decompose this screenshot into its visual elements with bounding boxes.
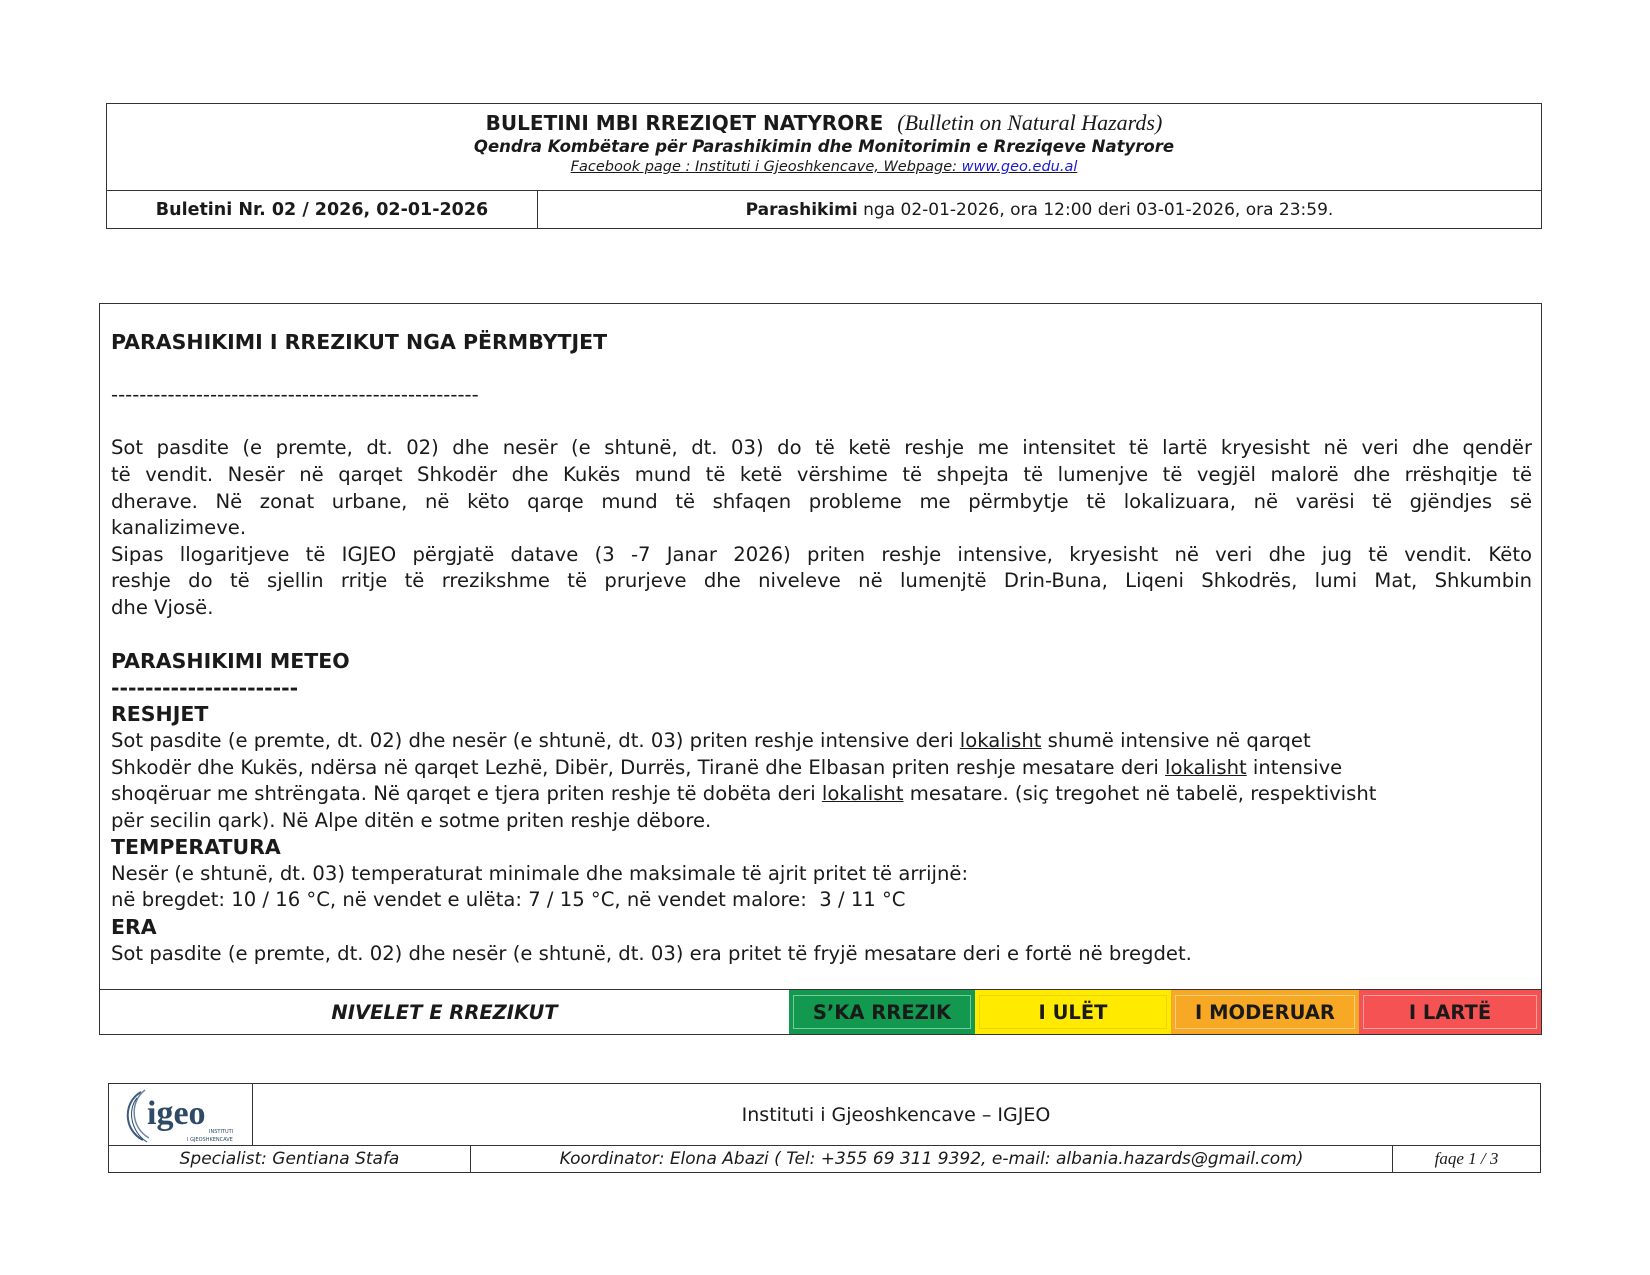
bulletin-subtitle: Qendra Kombëtare për Parashikimin dhe Mo… [473,137,1175,156]
flood-p1-line: të vendit. Nesër në qarqet Shkodër dhe K… [111,462,1532,486]
risk-label: I LARTË [1408,1000,1492,1024]
svg-text:I GJEOSHKENCAVE: I GJEOSHKENCAVE [187,1137,233,1143]
risk-level-high: I LARTË [1359,990,1541,1034]
rain-line: Shkodër dhe Kukës, ndërsa në qarqet Lezh… [111,755,1532,782]
rain-heading: RESHJET [111,702,209,727]
text: shoqëruar me shtrëngata. Në qarqet e tje… [111,782,822,806]
risk-level-low: I ULËT [975,990,1171,1034]
flood-p1-line: Sot pasdite (e premte, dt. 02) dhe nesër… [111,436,1532,460]
underlined-text: lokalisht [821,782,904,806]
risk-label: I ULËT [1038,1000,1108,1024]
specialist: Specialist: Gentiana Stafa [109,1146,471,1172]
bulletin-header: BULETINI MBI RREZIQET NATYRORE (Bulletin … [106,103,1542,229]
forecast-label: Parashikimi [745,199,858,220]
text: mesatare. (siç tregohet në tabelë, respe… [903,782,1377,806]
rain-line: Sot pasdite (e premte, dt. 02) dhe nesër… [111,728,1532,755]
rain-line: për secilin qark). Në Alpe ditën e sotme… [111,808,712,832]
temperature-heading: TEMPERATURA [111,835,281,860]
risk-level-moderate: I MODERUAR [1171,990,1359,1034]
title-en: (Bulletin on Natural Hazards) [897,110,1163,135]
bulletin-title: BULETINI MBI RREZIQET NATYRORE (Bulletin … [107,110,1541,136]
text: Sot pasdite (e premte, dt. 02) dhe nesër… [111,728,960,752]
text: shumë intensive në qarqet [1041,728,1311,752]
wind-line: Sot pasdite (e premte, dt. 02) dhe nesër… [111,941,1192,965]
forecast-box [99,303,1542,1035]
logo: igeo INSTITUTI I GJEOSHKENCAVE [109,1084,253,1145]
risk-divider [99,989,1542,990]
flood-heading: PARASHIKIMI I RREZIKUT NGA PËRMBYTJET [111,330,608,354]
underlined-text: lokalisht [1165,755,1247,779]
igeo-logo-icon: igeo INSTITUTI I GJEOSHKENCAVE [126,1089,233,1143]
flood-p2-line: Sipas llogaritjeve të IGJEO përgjatë dat… [111,542,1532,566]
header-col-divider [537,190,538,228]
flood-separator: ----------------------------------------… [111,383,479,407]
forecast-period: Parashikimi nga 02-01-2026, ora 12:00 de… [538,191,1541,228]
svg-text:INSTITUTI: INSTITUTI [209,1129,233,1135]
header-divider [107,190,1541,191]
facebook-line: Facebook page : Instituti i Gjeoshkencav… [107,159,1541,175]
bulletin-number: Buletini Nr. 02 / 2026, 02-01-2026 [155,199,489,220]
page-number: faqe 1 / 3 [1434,1149,1499,1168]
coordinator: Koordinator: Elona Abazi ( Tel: +355 69 … [471,1146,1393,1172]
flood-p2-line: reshje do të sjellin rritje të rrezikshm… [111,569,1532,593]
risk-label: S’KA RREZIK [812,1000,952,1024]
text: intensive [1246,755,1343,779]
risk-label: I MODERUAR [1195,1000,1335,1024]
flood-p1-line: dherave. Në zonat urbane, në këto qarqe … [111,489,1532,513]
facebook-text: Facebook page : Instituti i Gjeoshkencav… [570,159,962,175]
flood-p1-line: kanalizimeve. [111,516,247,540]
footer: igeo INSTITUTI I GJEOSHKENCAVE Instituti… [108,1083,1541,1173]
risk-levels-label: NIVELET E RREZIKUT [331,1000,558,1024]
meteo-heading: PARASHIKIMI METEO [111,649,350,674]
title-sq: BULETINI MBI RREZIQET NATYRORE [485,111,884,135]
risk-level-none: S’KA RREZIK [789,990,975,1034]
forecast-content: PARASHIKIMI I RREZIKUT NGA PËRMBYTJET --… [111,329,1532,967]
text: Shkodër dhe Kukës, ndërsa në qarqet Lezh… [111,755,1166,779]
meteo-separator: ---------------------- [111,675,299,700]
wind-heading: ERA [111,915,157,940]
flood-p2-line: dhe Vjosë. [111,595,214,619]
svg-text:igeo: igeo [147,1095,206,1132]
temperature-line: Nesër (e shtunë, dt. 03) temperaturat mi… [111,861,969,885]
rain-line: shoqëruar me shtrëngata. Në qarqet e tje… [111,781,1532,808]
forecast-period-text: nga 02-01-2026, ora 12:00 deri 03-01-202… [857,199,1334,220]
footer-divider [109,1145,1540,1146]
institute-name: Instituti i Gjeoshkencave – IGJEO [741,1103,1051,1126]
underlined-text: lokalisht [959,728,1042,752]
temperature-line: në bregdet: 10 / 16 °C, në vendet e ulët… [111,888,906,912]
website-link[interactable]: www.geo.edu.al [961,159,1078,175]
